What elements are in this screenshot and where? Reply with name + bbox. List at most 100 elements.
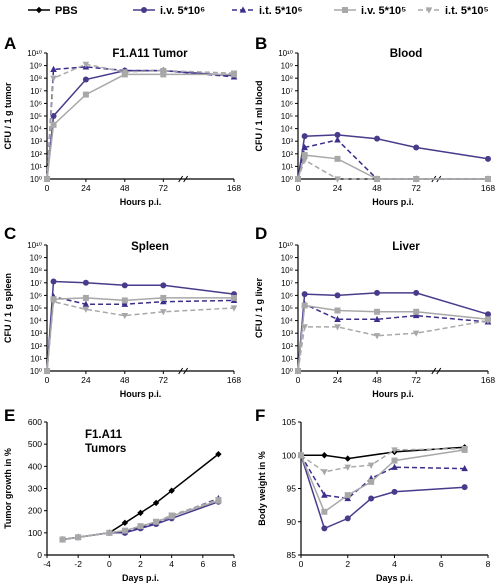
data-point: [82, 76, 89, 83]
series-path: [46, 73, 234, 180]
x-tick-label: 0: [299, 559, 304, 569]
data-point: [50, 278, 57, 285]
legend-label: i.v. 5*10⁶: [160, 5, 205, 17]
data-point: [461, 446, 468, 453]
y-tick-label: 10⁴: [281, 317, 294, 326]
data-point: [297, 452, 305, 459]
series-path: [46, 280, 235, 372]
data-point: [301, 157, 308, 164]
series-path: [300, 447, 465, 473]
series-path: [46, 300, 235, 372]
series-line: [294, 157, 492, 183]
x-tick-label: 48: [372, 183, 382, 193]
y-tick-label: 100: [282, 450, 296, 460]
y-tick-label: 10⁹: [281, 62, 293, 71]
data-point: [413, 144, 420, 151]
y-tick-label: 10⁹: [281, 254, 293, 263]
data-point: [334, 176, 341, 183]
data-point: [82, 294, 89, 301]
legend-marker: [342, 7, 348, 13]
data-point: [344, 492, 351, 499]
legend-marker: [239, 6, 247, 13]
data-point: [121, 297, 128, 304]
y-tick-label: 10³: [30, 329, 42, 338]
series-path: [297, 158, 488, 180]
data-point: [152, 499, 160, 507]
y-tick-label: 10¹: [30, 162, 42, 171]
data-point: [368, 478, 375, 485]
y-tick-label: 10⁶: [281, 99, 293, 108]
y-tick-label: 10⁴: [281, 125, 294, 134]
data-point: [160, 68, 167, 75]
data-point: [50, 113, 57, 119]
data-point: [59, 536, 66, 544]
y-axis-label: CFU / 1 g spleen: [3, 273, 13, 343]
x-tick-label: 0: [296, 375, 301, 385]
data-point: [301, 143, 308, 151]
data-point: [43, 368, 51, 375]
x-tick-label: 24: [333, 375, 343, 385]
data-point: [321, 508, 328, 515]
data-point: [367, 462, 375, 469]
series-line: [43, 63, 238, 182]
data-point: [391, 463, 398, 470]
panel-b: B 10⁰ 10¹ 10² 10³ 10⁴ 10⁵ 10⁶ 10⁷ 10⁸ 10⁹ 10¹⁰ 0 24 48…: [254, 34, 495, 207]
series-line: [297, 446, 468, 476]
y-tick-label: 10⁵: [281, 304, 293, 313]
data-point: [168, 487, 175, 494]
data-point: [301, 302, 308, 309]
x-axis-label: Days p.i.: [376, 573, 413, 583]
series-path: [46, 66, 235, 180]
series-line: [44, 67, 237, 182]
y-tick-label: 10⁵: [30, 112, 42, 121]
x-tick-label: 72: [159, 183, 169, 193]
data-point: [344, 464, 352, 471]
y-tick-label: 10⁹: [30, 254, 42, 263]
y-tick-label: 10¹⁰: [27, 241, 42, 250]
x-tick-label: 48: [120, 183, 130, 193]
y-tick-label: 10⁰: [30, 367, 42, 376]
y-tick-label: 10³: [281, 137, 293, 146]
x-tick-label: 168: [481, 375, 495, 385]
data-point: [374, 308, 381, 315]
data-point: [413, 289, 420, 296]
series-path: [297, 154, 488, 180]
data-point: [43, 176, 51, 183]
series-path: [46, 69, 235, 180]
series-path: [297, 304, 489, 372]
data-point: [412, 311, 420, 319]
series-line: [298, 452, 468, 532]
legend-label: i.t. 5*10⁶: [259, 5, 303, 17]
data-point: [168, 512, 175, 519]
series-path: [46, 295, 235, 372]
series-path: [300, 449, 465, 513]
series-line: [43, 293, 238, 374]
data-point: [461, 464, 468, 472]
series-line: [43, 61, 238, 183]
data-point: [391, 447, 398, 454]
series-line: [59, 494, 222, 543]
y-axis-label: CFU / 1 g tumor: [3, 82, 13, 149]
data-point: [374, 135, 381, 142]
series-line: [59, 497, 222, 543]
y-tick-label: 10²: [30, 150, 42, 159]
data-point: [121, 528, 129, 535]
x-tick-label: 168: [227, 375, 241, 385]
data-point: [215, 450, 222, 458]
data-point: [301, 133, 308, 140]
x-tick-label: 8: [486, 559, 491, 569]
data-point: [160, 298, 167, 305]
series-line: [44, 71, 237, 182]
series-path: [62, 498, 219, 541]
data-point: [334, 131, 341, 138]
data-point: [484, 318, 492, 325]
y-tick-label: 10⁷: [30, 87, 42, 96]
y-tick-label: 10⁸: [281, 266, 293, 275]
x-tick-label: 24: [81, 183, 91, 193]
legend-marker: [425, 7, 433, 14]
series-line: [294, 136, 492, 182]
y-tick-label: 85: [287, 550, 297, 560]
y-axis-label: Body weight in %: [257, 451, 267, 526]
legend-label: i.t. 5*10⁵: [445, 5, 489, 17]
